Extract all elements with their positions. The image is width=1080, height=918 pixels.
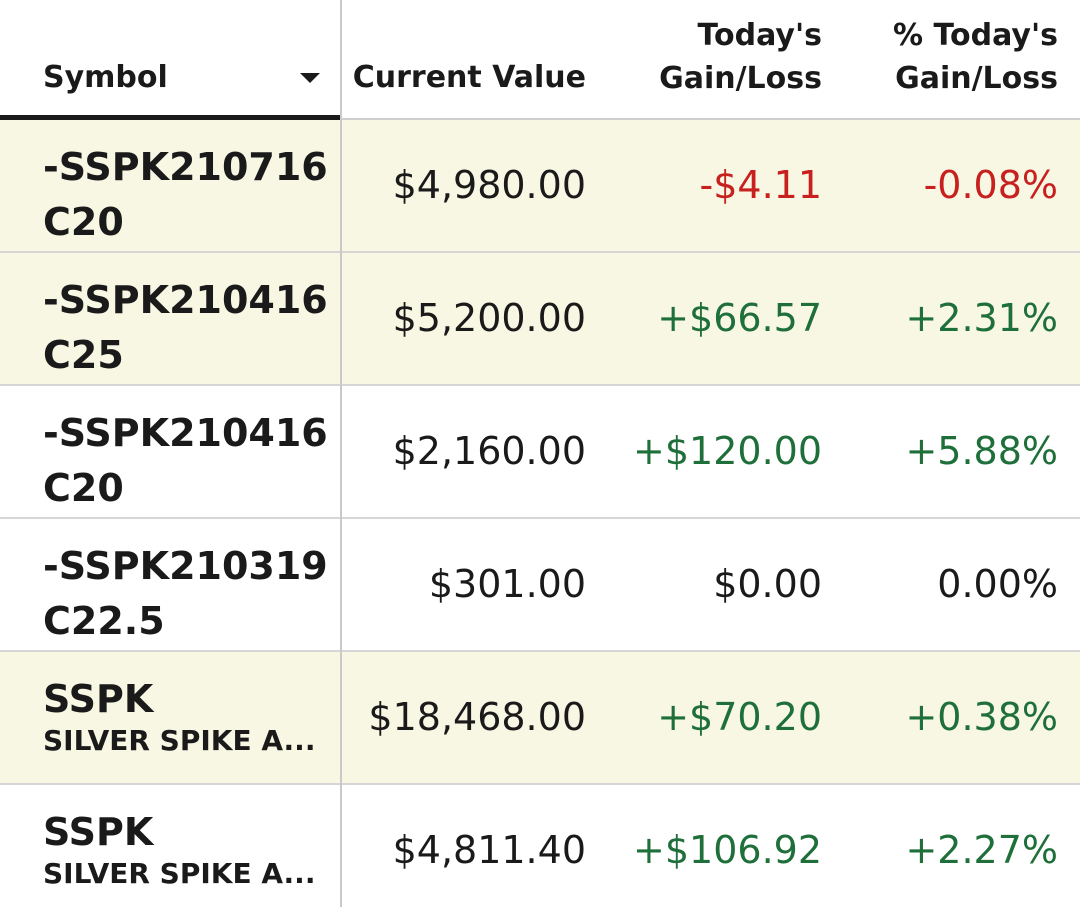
todays-pct-cell: +2.27%	[905, 828, 1058, 872]
symbol-text: SSPK	[43, 677, 154, 721]
symbol-cell[interactable]: SSPK SILVER SPIKE A...	[43, 672, 315, 759]
symbol-cell[interactable]: -SSPK210416 C25	[43, 273, 328, 383]
todays-pct-cell: -0.08%	[923, 163, 1058, 207]
todays-gain-cell: $0.00	[713, 562, 822, 606]
todays-pct-cell: +0.38%	[905, 695, 1058, 739]
todays-gain-cell: +$66.57	[657, 296, 822, 340]
symbol-text: -SSPK210319	[43, 544, 328, 588]
table-row[interactable]: -SSPK210416 C20 $2,160.00 +$120.00 +5.88…	[0, 386, 1080, 519]
current-value-column-header[interactable]: Current Value	[350, 56, 586, 146]
current-value-header-label: Current Value	[352, 60, 586, 95]
symbol-text: -SSPK210716	[43, 145, 328, 189]
current-value-cell: $4,811.40	[392, 828, 586, 872]
caret-down-icon[interactable]	[300, 73, 320, 83]
todays-pct-cell: +5.88%	[905, 429, 1058, 473]
todays-gain-cell: +$120.00	[633, 429, 822, 473]
symbol-cell[interactable]: -SSPK210416 C20	[43, 406, 328, 516]
symbol-text: SSPK	[43, 810, 154, 854]
table-row[interactable]: SSPK SILVER SPIKE A... $4,811.40 +$106.9…	[0, 785, 1080, 918]
symbol-header-label: Symbol	[43, 60, 168, 95]
current-value-cell: $18,468.00	[368, 695, 586, 739]
positions-table-header: Symbol Current Value Today's Gain/Loss %…	[0, 0, 1080, 120]
option-strike-text: C22.5	[43, 599, 165, 643]
todays-gain-loss-column-header[interactable]: Today's Gain/Loss	[600, 14, 822, 104]
option-strike-text: C25	[43, 333, 124, 377]
todays-gain-cell: +$70.20	[657, 695, 822, 739]
symbol-cell[interactable]: SSPK SILVER SPIKE A...	[43, 805, 315, 892]
todays-gain-cell: -$4.11	[699, 163, 823, 207]
table-row[interactable]: -SSPK210319 C22.5 $301.00 $0.00 0.00%	[0, 519, 1080, 652]
option-strike-text: C20	[43, 466, 124, 510]
current-value-cell: $2,160.00	[392, 429, 586, 473]
table-row[interactable]: -SSPK210416 C25 $5,200.00 +$66.57 +2.31%	[0, 253, 1080, 386]
security-description: SILVER SPIKE A...	[43, 857, 316, 890]
pct-header-line2: Gain/Loss	[895, 61, 1058, 96]
current-value-cell: $301.00	[428, 562, 586, 606]
symbol-cell[interactable]: -SSPK210716 C20	[43, 140, 328, 250]
symbol-column-header[interactable]: Symbol	[0, 0, 340, 120]
current-value-cell: $5,200.00	[392, 296, 586, 340]
gain-header-line2: Gain/Loss	[659, 61, 822, 96]
security-description: SILVER SPIKE A...	[43, 724, 316, 757]
option-strike-text: C20	[43, 200, 124, 244]
gain-header-line1: Today's	[697, 18, 822, 53]
current-value-cell: $4,980.00	[392, 163, 586, 207]
symbol-text: -SSPK210416	[43, 278, 328, 322]
todays-pct-cell: 0.00%	[937, 562, 1058, 606]
table-row[interactable]: -SSPK210716 C20 $4,980.00 -$4.11 -0.08%	[0, 120, 1080, 253]
symbol-text: -SSPK210416	[43, 411, 328, 455]
pct-todays-gain-loss-column-header[interactable]: % Today's Gain/Loss	[840, 14, 1058, 104]
table-row[interactable]: SSPK SILVER SPIKE A... $18,468.00 +$70.2…	[0, 652, 1080, 785]
pct-header-line1: % Today's	[893, 18, 1058, 53]
todays-gain-cell: +$106.92	[633, 828, 822, 872]
todays-pct-cell: +2.31%	[905, 296, 1058, 340]
symbol-cell[interactable]: -SSPK210319 C22.5	[43, 539, 328, 649]
